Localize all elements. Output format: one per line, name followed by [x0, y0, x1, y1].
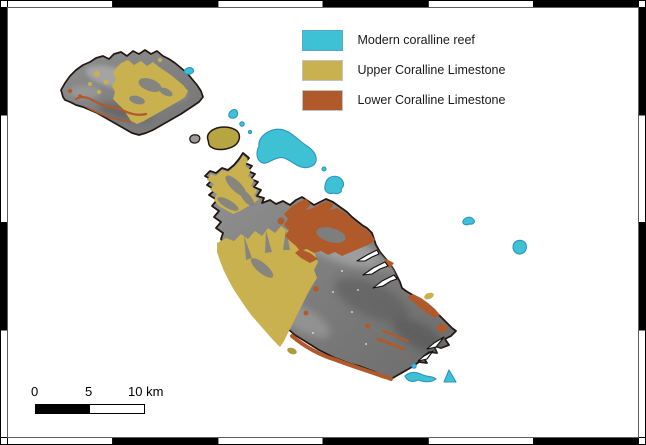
gozo-lower-coralline [67, 88, 148, 123]
gray-hole-over-orange [316, 227, 346, 243]
reef-patch [183, 67, 195, 75]
reef-patch [512, 239, 527, 255]
harbour-inlets [356, 249, 445, 362]
reef-patch [324, 175, 345, 195]
reef-patch [321, 166, 327, 172]
east-coast-orange [407, 294, 440, 318]
reef-patch [404, 371, 437, 383]
south-coast-orange-fringe [290, 329, 410, 381]
legend-item-lower-coralline: Lower Coralline Limestone [302, 90, 505, 111]
legend: Modern coralline reef Upper Coralline Li… [302, 30, 505, 120]
reef-patch [462, 216, 475, 226]
legend-swatch-upper-coralline [302, 60, 343, 81]
islands [60, 49, 457, 381]
legend-label-modern-reef: Modern coralline reef [357, 33, 475, 47]
gozo-upper-coralline [88, 58, 188, 124]
malta-lower-coralline [277, 199, 448, 333]
modern-coralline-reefs [183, 67, 527, 383]
legend-label-lower-coralline: Lower Coralline Limestone [357, 93, 506, 107]
cominotto-islet [189, 134, 201, 144]
reef-patch [443, 369, 457, 383]
settlement-specks [312, 270, 367, 345]
comino-island [206, 126, 241, 151]
inner-neatline [7, 7, 639, 438]
west-malta-yellow [217, 224, 318, 347]
legend-label-upper-coralline: Upper Coralline Limestone [357, 63, 506, 77]
malta-yellow-gray-valleys [217, 175, 290, 278]
reef-patch [239, 121, 245, 127]
reef-patch [247, 129, 253, 135]
legend-item-modern-reef: Modern coralline reef [302, 30, 505, 51]
reef-patch [411, 363, 417, 369]
gozo-yellow-gray-holes [129, 78, 173, 105]
reef-patch [228, 109, 239, 119]
reef-patch-large [256, 128, 317, 169]
north-coast-orange-band [284, 199, 375, 256]
legend-swatch-lower-coralline [302, 90, 343, 111]
legend-item-upper-coralline: Upper Coralline Limestone [302, 60, 505, 81]
legend-swatch-modern-reef [302, 30, 343, 51]
